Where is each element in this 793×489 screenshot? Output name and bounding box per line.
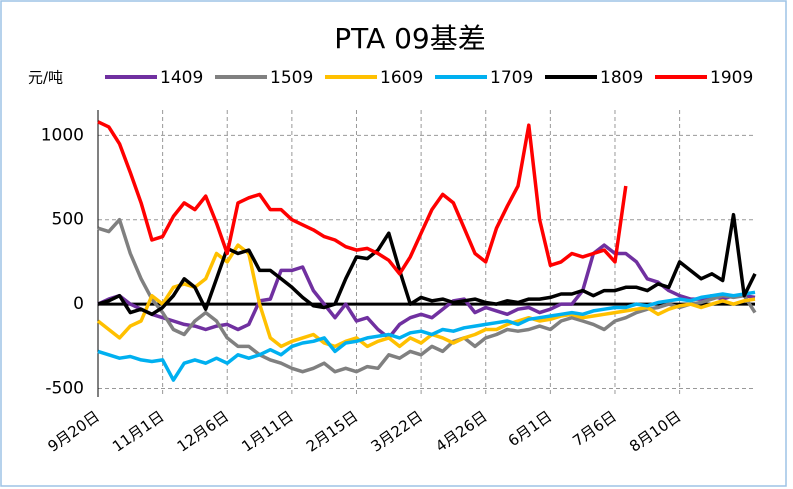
y-tick-label: 0 bbox=[73, 294, 84, 314]
x-tick-label: 11月1日 bbox=[109, 407, 167, 455]
y-tick-label: -500 bbox=[45, 379, 84, 399]
y-axis-unit: 元/吨 bbox=[28, 69, 63, 87]
x-tick-label: 8月10日 bbox=[626, 407, 684, 455]
x-tick-label: 12月6日 bbox=[174, 407, 232, 455]
chart-title: PTA 09基差 bbox=[334, 22, 486, 55]
legend-label: 1509 bbox=[270, 68, 313, 88]
x-tick-label: 9月20日 bbox=[45, 407, 103, 455]
x-tick-label: 3月22日 bbox=[368, 407, 426, 455]
series-line bbox=[97, 243, 756, 340]
x-tick-label: 6月1日 bbox=[505, 407, 556, 450]
legend-label: 1609 bbox=[380, 68, 423, 88]
y-tick-label: 1000 bbox=[41, 125, 84, 145]
series-line bbox=[97, 120, 628, 276]
x-tick-label: 7月6日 bbox=[569, 407, 620, 450]
y-tick-label: 500 bbox=[52, 210, 84, 230]
series-line bbox=[97, 217, 757, 374]
x-tick-label: 1月11日 bbox=[238, 407, 296, 455]
x-tick-label: 4月26日 bbox=[432, 407, 490, 455]
legend-label: 1809 bbox=[600, 68, 643, 88]
series-line bbox=[96, 243, 756, 349]
legend-label: 1709 bbox=[490, 68, 533, 88]
legend-label: 1409 bbox=[160, 68, 203, 88]
series-line bbox=[97, 290, 756, 382]
legend-label: 1909 bbox=[710, 68, 753, 88]
x-tick-label: 2月15日 bbox=[303, 407, 361, 455]
series-line bbox=[97, 212, 757, 317]
